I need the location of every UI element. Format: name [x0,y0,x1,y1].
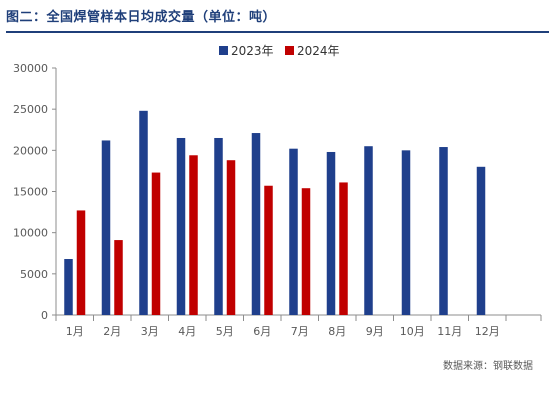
x-tick-label: 2月 [103,325,121,338]
bar-2023年-8月 [326,151,336,315]
bar-2023年-2月 [101,140,111,315]
chart-bars [64,110,486,316]
bar-2023年-9月 [364,146,373,315]
x-tick-label: 12月 [475,325,500,338]
legend-label: 2023年 [231,44,274,58]
title-block: 图二：全国焊管样本日均成交量（单位：吨） [6,6,549,33]
bar-2024年-1月 [76,210,86,315]
title-divider [6,31,549,33]
x-tick-label: 11月 [437,325,462,338]
bar-2024年-6月 [264,185,273,315]
y-tick-label: 20000 [13,144,48,157]
y-tick-label: 15000 [13,186,48,199]
bar-2023年-5月 [214,137,223,315]
x-tick-label: 4月 [178,325,196,338]
legend-swatch [219,46,228,55]
y-tick-label: 25000 [13,103,48,116]
y-tick-label: 10000 [13,227,48,240]
bar-2023年-11月 [439,147,448,315]
y-tick-label: 30000 [13,62,48,75]
y-tick-label: 5000 [20,268,48,281]
bar-2023年-6月 [251,133,261,315]
chart-title: 图二：全国焊管样本日均成交量（单位：吨） [6,10,277,25]
bar-2024年-2月 [114,240,123,315]
bar-2023年-1月 [64,259,73,315]
bar-2024年-7月 [301,188,311,315]
bar-2023年-10月 [401,150,411,315]
x-tick-label: 3月 [141,325,159,338]
bar-2023年-3月 [139,110,148,316]
bar-2024年-5月 [226,160,236,315]
bar-2024年-8月 [339,182,348,315]
bar-2023年-4月 [176,137,186,315]
bar-2023年-12月 [476,166,486,315]
data-source-note: 数据来源：钢联数据 [443,361,533,372]
x-tick-label: 8月 [328,325,346,338]
bar-2024年-4月 [189,155,198,315]
y-tick-label: 0 [41,309,48,322]
legend-label: 2024年 [297,44,340,58]
chart-axes: 0 5000 10000 15000 20000 25000 30000 1月 2月 3月 4月 5月… [13,62,542,338]
x-tick-label: 6月 [253,325,271,338]
x-tick-label: 10月 [400,325,425,338]
chart-legend: 2023年 2024年 [219,44,340,58]
legend-swatch [285,46,294,55]
x-tick-label: 5月 [216,325,234,338]
x-tick-label: 1月 [66,325,84,338]
x-tick-label: 9月 [366,325,384,338]
x-tick-label: 7月 [291,325,309,338]
bar-2024年-3月 [151,172,161,315]
bar-2023年-7月 [289,148,298,315]
